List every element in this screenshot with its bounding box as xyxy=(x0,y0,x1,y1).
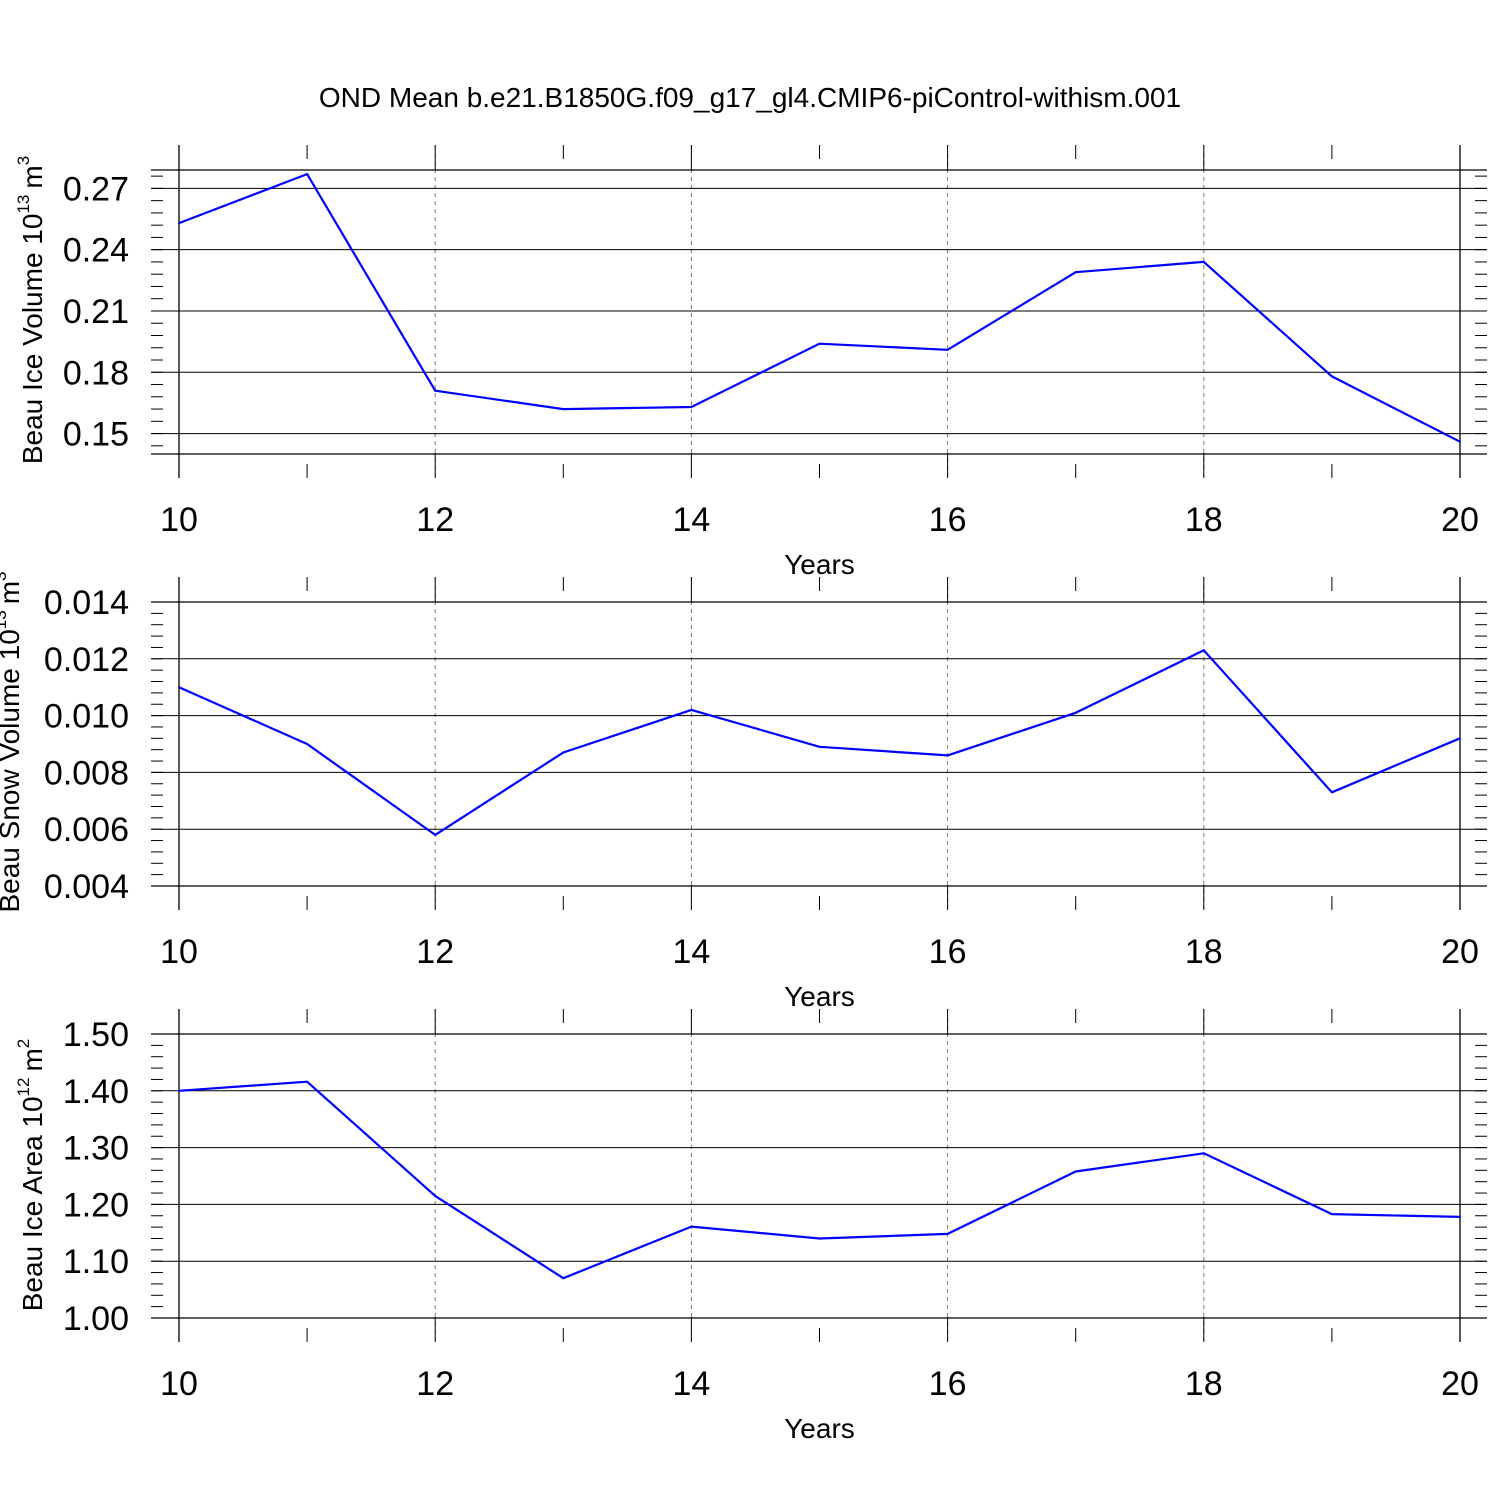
data-point xyxy=(1330,1213,1333,1216)
data-point xyxy=(1074,271,1077,274)
x-tick-label: 14 xyxy=(672,501,710,539)
y-axis-title-unit: m xyxy=(17,1048,48,1071)
data-point xyxy=(818,342,821,345)
series-line xyxy=(178,649,1461,837)
data-point xyxy=(306,1080,309,1083)
figure-title: OND Mean b.e21.B1850G.f09_g17_gl4.CMIP6-… xyxy=(319,82,1181,113)
series-line xyxy=(178,1080,1461,1280)
panel-1: 0.15 0.18 0.21 0.24 0.27 10 12 14 16 18 20 Years Bea… xyxy=(14,145,1487,580)
y-tick-label: 1.10 xyxy=(63,1243,129,1281)
data-point xyxy=(178,222,180,225)
x-tick-label: 16 xyxy=(929,933,967,971)
x-tick-label: 18 xyxy=(1185,501,1223,539)
data-point xyxy=(818,745,821,748)
y-axis-title-exponent: 13 xyxy=(0,610,10,629)
y-axis-title-text: Beau Ice Volume 10 xyxy=(17,214,48,465)
x-tick-label: 16 xyxy=(929,1365,967,1403)
y-axis-title-unit: m xyxy=(17,165,48,188)
x-tick-label: 20 xyxy=(1441,501,1479,539)
y-axis-title-text: Beau Snow Volume 10 xyxy=(0,629,25,912)
y-tick-label: 0.15 xyxy=(63,416,129,454)
y-tick-label: 0.014 xyxy=(44,584,129,622)
data-point xyxy=(434,833,437,836)
data-point xyxy=(562,1277,565,1280)
y-tick-label: 0.010 xyxy=(44,698,129,736)
x-tick-label: 12 xyxy=(416,501,454,539)
y-axis-title-unit: m xyxy=(0,581,25,604)
y-axis-title-exponent: 13 xyxy=(14,195,33,214)
data-point xyxy=(306,173,309,176)
data-point xyxy=(818,1237,821,1240)
x-tick-label: 20 xyxy=(1441,1365,1479,1403)
y-tick-label: 1.30 xyxy=(63,1130,129,1168)
y-axis-title-exponent: 12 xyxy=(14,1078,33,1097)
y-axis-title-unit-exponent: 2 xyxy=(14,1039,33,1048)
x-tick-label: 14 xyxy=(672,933,710,971)
y-tick-label: 0.24 xyxy=(63,232,129,270)
x-tick-label: 14 xyxy=(672,1365,710,1403)
x-tick-label: 10 xyxy=(160,933,198,971)
data-point xyxy=(434,1194,437,1197)
data-point xyxy=(1459,1215,1461,1218)
data-point xyxy=(1202,1152,1205,1155)
data-point xyxy=(946,754,949,757)
x-tick-label: 16 xyxy=(929,501,967,539)
panel-2: 0.004 0.006 0.008 0.010 0.012 0.014 10 12 14 16 18… xyxy=(0,571,1487,1012)
data-point xyxy=(690,406,693,409)
y-tick-label: 0.004 xyxy=(44,868,129,906)
y-tick-label: 1.40 xyxy=(63,1073,129,1111)
x-axis-title: Years xyxy=(784,1413,855,1444)
x-tick-label: 12 xyxy=(416,1365,454,1403)
data-point xyxy=(1330,791,1333,794)
data-point xyxy=(1202,649,1205,652)
data-point xyxy=(690,1225,693,1228)
y-axis-title: Beau Snow Volume 1013 m3 xyxy=(0,571,25,912)
data-point xyxy=(1202,260,1205,263)
y-tick-label: 0.18 xyxy=(63,354,129,392)
data-point xyxy=(1459,737,1461,740)
y-axis-title-unit-exponent: 3 xyxy=(0,571,10,580)
x-tick-label: 20 xyxy=(1441,933,1479,971)
y-tick-label: 0.008 xyxy=(44,754,129,792)
data-point xyxy=(178,1089,180,1092)
x-axis-title: Years xyxy=(784,549,855,580)
x-tick-label: 18 xyxy=(1185,1365,1223,1403)
data-point xyxy=(178,686,180,689)
y-tick-label: 0.006 xyxy=(44,811,129,849)
y-axis-title: Beau Ice Area 1012 m2 xyxy=(14,1039,48,1312)
data-point xyxy=(1330,375,1333,378)
data-point xyxy=(434,389,437,392)
data-point xyxy=(1074,711,1077,714)
y-tick-label: 1.50 xyxy=(63,1016,129,1054)
y-axis-title: Beau Ice Volume 1013 m3 xyxy=(14,156,48,464)
y-tick-label: 1.00 xyxy=(63,1300,129,1338)
y-tick-label: 0.012 xyxy=(44,641,129,679)
data-point xyxy=(562,408,565,411)
data-point xyxy=(690,708,693,711)
data-point xyxy=(1459,440,1461,443)
data-point xyxy=(306,743,309,745)
x-tick-label: 18 xyxy=(1185,933,1223,971)
y-tick-label: 0.21 xyxy=(63,293,129,331)
data-point xyxy=(946,1232,949,1235)
panel-3: 1.00 1.10 1.20 1.30 1.40 1.50 10 12 14 16 18 20 Year… xyxy=(14,1009,1487,1444)
data-point xyxy=(1074,1170,1077,1173)
x-tick-label: 10 xyxy=(160,501,198,539)
y-axis-title-unit-exponent: 3 xyxy=(14,156,33,165)
x-tick-label: 10 xyxy=(160,1365,198,1403)
y-tick-label: 1.20 xyxy=(63,1186,129,1224)
series-line xyxy=(178,173,1461,443)
data-point xyxy=(562,751,565,754)
data-point xyxy=(946,348,949,351)
x-tick-label: 12 xyxy=(416,933,454,971)
y-axis-title-text: Beau Ice Area 10 xyxy=(17,1096,48,1311)
y-tick-label: 0.27 xyxy=(63,170,129,208)
x-axis-title: Years xyxy=(784,981,855,1012)
